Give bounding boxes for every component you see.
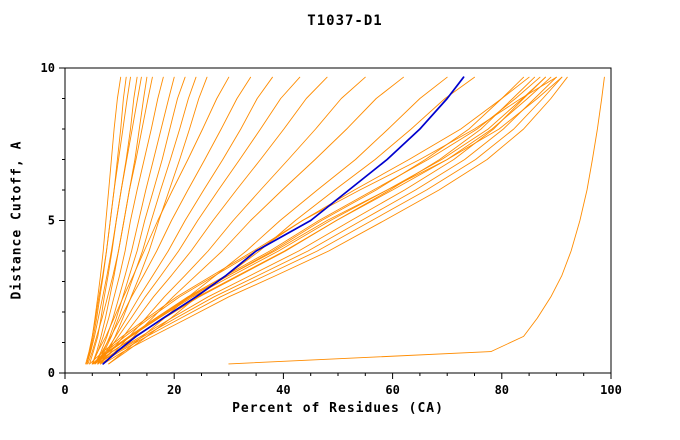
x-axis-label: Percent of Residues (CA) [232,401,444,416]
curve-model-16 [97,76,301,365]
curve-model-19 [102,76,404,365]
y-tick-label: 0 [48,366,55,380]
chart-title: T1037-D1 [307,13,383,29]
curve-model-07 [97,76,186,365]
curve-model-27 [102,76,568,365]
x-tick-label: 100 [600,383,622,397]
curve-model-10 [87,76,148,365]
curve-model-33 [92,76,546,365]
curve-model-24 [97,76,546,365]
curve-model-09 [100,76,208,365]
curve-model-12 [86,76,138,365]
curve-model-20 [108,76,448,365]
x-tick-label: 60 [385,383,399,397]
x-tick-label: 0 [61,383,68,397]
curve-model-34 [228,76,605,365]
curve-model-30 [97,76,552,365]
curve-model-14 [94,76,252,365]
curve-model-06 [94,76,175,365]
y-tick-label: 10 [41,61,55,75]
x-tick-label: 20 [167,383,181,397]
curve-model-13 [91,76,230,365]
plot-border [64,67,612,374]
x-tick-label: 80 [495,383,509,397]
curve-model-03 [89,76,142,365]
curve-model-32 [91,76,563,365]
curve-model-11 [85,76,127,365]
curve-model-31 [89,76,557,365]
curve-model-25 [97,76,557,365]
curve-highlighted-model [102,76,465,365]
curve-model-05 [91,76,164,365]
x-tick-label: 40 [276,383,290,397]
y-tick-label: 5 [48,214,55,228]
curve-model-26 [100,76,563,365]
curve-model-15 [97,76,273,365]
curve-model-22 [91,76,525,365]
curve-model-17 [100,76,328,365]
